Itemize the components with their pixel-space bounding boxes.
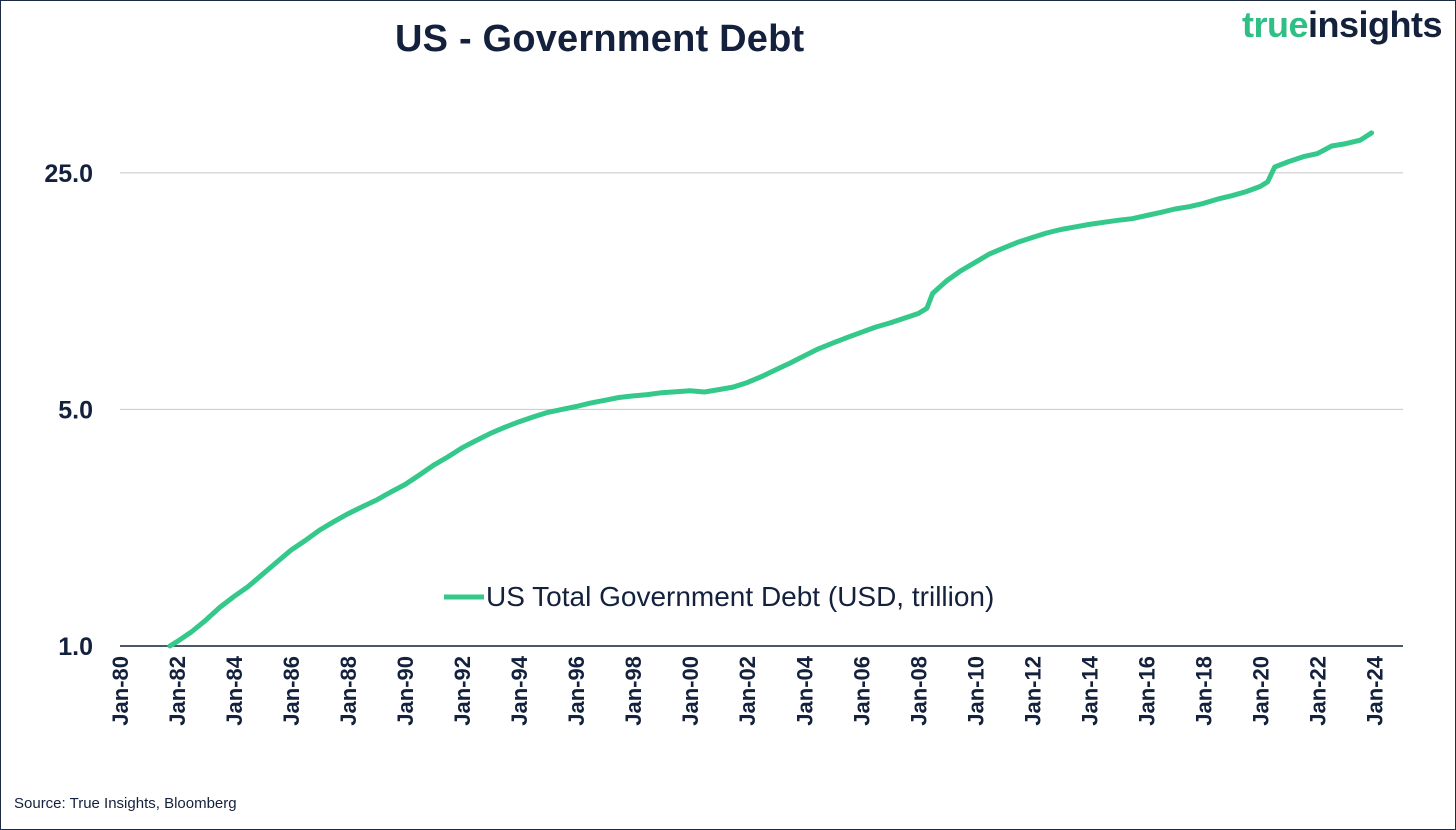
logo-text-true: true [1241,4,1309,45]
x-tick-label: Jan-24 [1362,655,1387,725]
y-tick-label: 25.0 [44,160,93,188]
x-tick-label: Jan-14 [1077,655,1102,725]
x-tick-label: Jan-08 [906,656,931,726]
x-tick-label: Jan-04 [792,655,817,725]
x-tick-label: Jan-02 [735,656,760,726]
y-tick-label: 1.0 [58,633,93,661]
x-tick-label: Jan-06 [849,656,874,726]
series-line [167,130,1375,649]
source-note: Source: True Insights, Bloomberg [14,795,237,812]
legend-label: US Total Government Debt (USD, trillion) [486,581,994,612]
x-tick-label: Jan-88 [336,656,361,726]
chart-title: US - Government Debt [395,18,805,60]
x-tick-label: Jan-82 [165,656,190,726]
x-tick-label: Jan-00 [678,656,703,726]
logo-text-insights: insights [1307,4,1443,45]
x-tick-label: Jan-12 [1020,656,1045,726]
x-tick-label: Jan-18 [1191,656,1216,726]
y-axis-ticks: 1.0 5.0 25.0 [44,160,93,661]
x-tick-label: Jan-22 [1305,656,1330,726]
x-tick-label: Jan-92 [450,656,475,726]
x-tick-label: Jan-98 [621,656,646,726]
gridlines [120,172,1403,410]
legend: US Total Government Debt (USD, trillion) [444,581,994,612]
x-tick-label: Jan-84 [222,655,247,725]
brand-logo: trueinsights [1241,4,1443,46]
x-tick-label: Jan-20 [1248,656,1273,726]
x-tick-label: Jan-80 [108,656,133,726]
x-tick-label: Jan-86 [279,656,304,726]
x-axis-ticks: Jan-80 Jan-82 Jan-84 Jan-86 Jan-88 Jan-90 Jan-… [108,655,1387,725]
x-tick-label: Jan-16 [1134,656,1159,726]
x-tick-label: Jan-10 [963,656,988,726]
y-tick-label: 5.0 [58,396,93,424]
x-tick-label: Jan-94 [507,655,532,725]
x-tick-label: Jan-90 [393,656,418,726]
x-tick-label: Jan-96 [564,656,589,726]
series-group [167,130,1375,649]
